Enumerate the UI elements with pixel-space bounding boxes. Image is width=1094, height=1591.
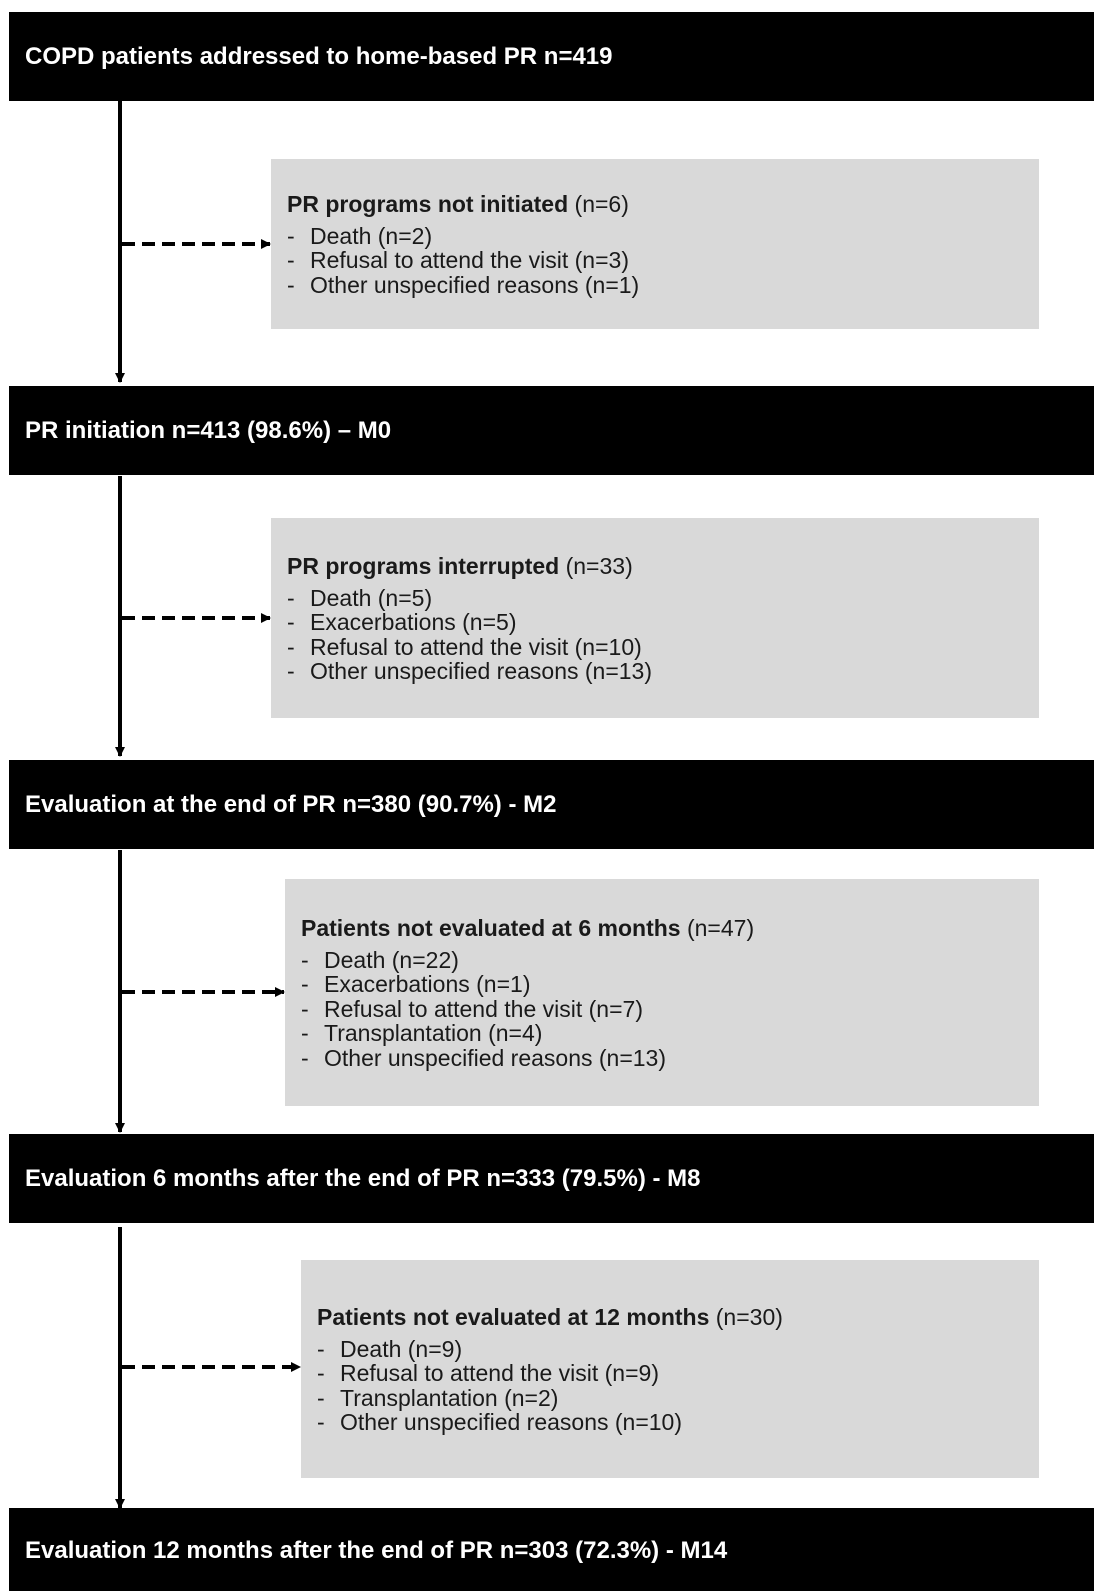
exclusion-title: Patients not evaluated at 12 months (n=3… <box>317 1304 1039 1331</box>
exclusion-heading: Patients not evaluated at 12 months <box>317 1303 710 1330</box>
list-item-text: Refusal to attend the visit (n=10) <box>310 633 642 660</box>
exclusion-title: Patients not evaluated at 6 months (n=47… <box>301 915 1039 942</box>
exclusion-count: (n=47) <box>686 914 755 941</box>
list-item: - Exacerbations (n=1) <box>301 972 1039 997</box>
list-item: - Other unspecified reasons (n=10) <box>317 1410 1039 1435</box>
stage-label: PR initiation n=413 (98.6%) – M0 <box>25 416 392 444</box>
list-item: - Death (n=22) <box>301 948 1039 973</box>
list-item-text: Death (n=2) <box>310 222 433 249</box>
bullet-dash: - <box>301 971 309 998</box>
list-item: - Death (n=2) <box>287 224 1039 249</box>
exclusion-heading: PR programs interrupted <box>287 552 560 579</box>
bullet-dash: - <box>287 584 295 611</box>
list-item-text: Exacerbations (n=5) <box>310 609 517 635</box>
stage-box-end-of-pr: Evaluation at the end of PR n=380 (90.7%… <box>9 760 1094 849</box>
exclusion-box-not-initiated: PR programs not initiated (n=6) - Death (… <box>271 159 1039 329</box>
bullet-dash: - <box>317 1335 325 1362</box>
list-item: - Other unspecified reasons (n=1) <box>287 273 1039 298</box>
list-item-text: Transplantation (n=4) <box>324 1020 543 1047</box>
bullet-dash: - <box>301 1020 309 1047</box>
bullet-dash: - <box>287 271 295 298</box>
exclusion-count: (n=33) <box>565 552 633 579</box>
bullet-dash: - <box>287 609 295 635</box>
list-item-text: Death (n=5) <box>310 584 433 611</box>
stage-label: Evaluation at the end of PR n=380 (90.7%… <box>25 790 557 818</box>
list-item: - Death (n=5) <box>287 584 1039 611</box>
list-item: - Other unspecified reasons (n=13) <box>301 1046 1039 1071</box>
bullet-dash: - <box>287 222 295 249</box>
bullet-dash: - <box>301 946 309 973</box>
list-item: - Refusal to attend the visit (n=7) <box>301 997 1039 1022</box>
exclusion-title: PR programs interrupted (n=33) <box>287 553 1039 580</box>
exclusion-box-not-evaluated-6-months: Patients not evaluated at 6 months (n=47… <box>285 879 1039 1106</box>
exclusion-count: (n=6) <box>574 190 629 217</box>
list-item-text: Refusal to attend the visit (n=9) <box>340 1360 659 1386</box>
bullet-dash: - <box>317 1360 325 1386</box>
exclusion-box-not-evaluated-12-months: Patients not evaluated at 12 months (n=3… <box>301 1260 1039 1478</box>
list-item-text: Other unspecified reasons (n=13) <box>310 658 653 684</box>
list-item-text: Other unspecified reasons (n=1) <box>310 271 640 298</box>
list-item: - Death (n=9) <box>317 1335 1039 1362</box>
exclusion-title: PR programs not initiated (n=6) <box>287 191 1039 218</box>
stage-box-initiation: PR initiation n=413 (98.6%) – M0 <box>9 386 1094 475</box>
bullet-dash: - <box>301 1044 309 1071</box>
list-item: - Refusal to attend the visit (n=9) <box>317 1361 1039 1386</box>
list-item: - Exacerbations (n=5) <box>287 610 1039 635</box>
exclusion-count: (n=30) <box>715 1303 783 1330</box>
list-item-text: Death (n=22) <box>324 946 459 973</box>
stage-box-12-months: Evaluation 12 months after the end of PR… <box>9 1508 1094 1591</box>
list-item-text: Other unspecified reasons (n=10) <box>340 1409 683 1435</box>
exclusion-box-interrupted: PR programs interrupted (n=33) - Death (n… <box>271 518 1039 718</box>
bullet-dash: - <box>317 1409 325 1435</box>
stage-box-referred: COPD patients addressed to home-based PR… <box>9 12 1094 101</box>
bullet-dash: - <box>301 995 309 1022</box>
stage-label: Evaluation 12 months after the end of PR… <box>25 1537 728 1564</box>
list-item-text: Death (n=9) <box>340 1335 463 1362</box>
list-item: - Transplantation (n=2) <box>317 1384 1039 1411</box>
stage-label: COPD patients addressed to home-based PR… <box>25 42 613 70</box>
stage-box-6-months: Evaluation 6 months after the end of PR … <box>9 1134 1094 1223</box>
bullet-dash: - <box>287 633 295 660</box>
exclusion-heading: PR programs not initiated <box>287 190 569 217</box>
list-item: - Refusal to attend the visit (n=3) <box>287 248 1039 273</box>
list-item-text: Refusal to attend the visit (n=7) <box>324 995 643 1022</box>
bullet-dash: - <box>287 658 295 684</box>
exclusion-heading: Patients not evaluated at 6 months <box>301 914 681 941</box>
list-item-text: Refusal to attend the visit (n=3) <box>310 247 629 274</box>
list-item: - Refusal to attend the visit (n=10) <box>287 633 1039 660</box>
bullet-dash: - <box>287 247 295 274</box>
list-item: - Transplantation (n=4) <box>301 1021 1039 1046</box>
bullet-dash: - <box>317 1384 325 1411</box>
list-item: - Other unspecified reasons (n=13) <box>287 659 1039 684</box>
list-item-text: Transplantation (n=2) <box>340 1384 559 1411</box>
list-item-text: Exacerbations (n=1) <box>324 971 531 998</box>
list-item-text: Other unspecified reasons (n=13) <box>324 1044 667 1071</box>
stage-label: Evaluation 6 months after the end of PR … <box>25 1164 701 1192</box>
